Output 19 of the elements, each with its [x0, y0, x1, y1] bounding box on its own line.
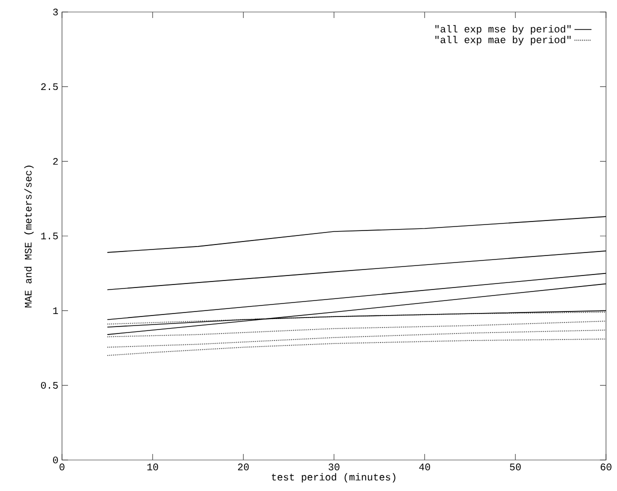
- legend-label: "all exp mse by period": [435, 25, 571, 34]
- y-tick-label: 0.5: [41, 382, 58, 389]
- x-tick-label: 40: [419, 464, 430, 470]
- y-axis-title: MAE and MSE (meters/sec): [24, 166, 34, 308]
- x-tick-label: 60: [600, 464, 612, 470]
- x-tick-label: 10: [147, 464, 158, 470]
- x-tick-label: 20: [238, 464, 249, 470]
- line-series: [106, 216, 606, 253]
- y-tick-label: 2.5: [41, 83, 58, 90]
- x-tick-label: 30: [328, 464, 340, 470]
- y-tick-label: 0: [53, 456, 58, 464]
- y-tick-label: 1: [53, 307, 58, 314]
- y-tick-label: 3: [53, 8, 58, 16]
- y-tick-label: 2: [53, 158, 58, 165]
- x-tick-label: 50: [510, 464, 521, 470]
- x-axis-title: test period (minutes): [272, 473, 396, 483]
- x-tick-label: 0: [60, 464, 64, 470]
- legend-label: "all exp mae by period": [435, 36, 571, 46]
- y-tick-label: 1.5: [41, 232, 58, 240]
